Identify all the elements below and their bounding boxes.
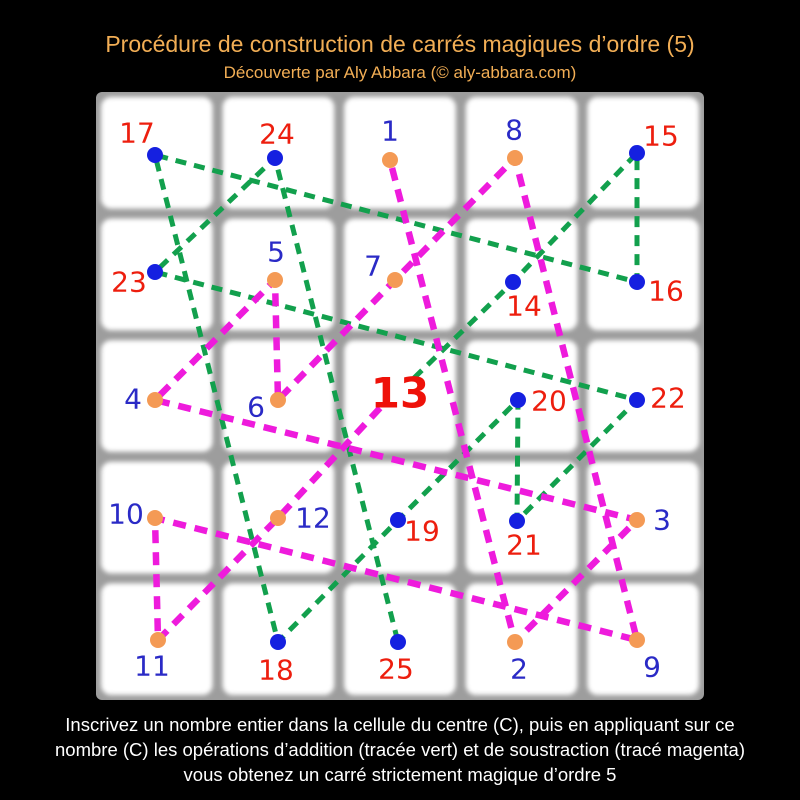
node-dot-14: [505, 274, 521, 290]
title-block: Procédure de construction de carrés magi…: [0, 31, 800, 83]
node-label-20: 20: [531, 385, 567, 418]
node-label-18: 18: [258, 654, 294, 687]
grid-cell: [344, 97, 456, 209]
node-label-15: 15: [643, 120, 679, 153]
node-dot-6: [270, 392, 286, 408]
node-label-4: 4: [124, 383, 142, 416]
node-dot-21: [509, 513, 525, 529]
node-dot-3: [629, 512, 645, 528]
node-dot-18: [270, 634, 286, 650]
node-dot-19: [390, 512, 406, 528]
node-dot-15: [629, 145, 645, 161]
node-label-19: 19: [404, 515, 440, 548]
node-label-1: 1: [381, 115, 399, 148]
node-dot-7: [387, 272, 403, 288]
footer-line-3: vous obtenez un carré strictement magiqu…: [183, 764, 617, 785]
node-dot-16: [629, 274, 645, 290]
node-dot-23: [147, 264, 163, 280]
node-label-10: 10: [108, 498, 144, 531]
node-label-14: 14: [506, 290, 542, 323]
node-dot-1: [382, 152, 398, 168]
number-dots: [147, 145, 645, 650]
node-label-22: 22: [650, 382, 686, 415]
node-label-5: 5: [267, 236, 285, 269]
node-label-3: 3: [653, 504, 671, 537]
node-label-17: 17: [119, 117, 155, 150]
node-label-23: 23: [111, 266, 147, 299]
page-subtitle: Découverte par Aly Abbara (© aly-abbara.…: [223, 63, 577, 82]
grid-cell: [344, 340, 456, 452]
page-title: Procédure de construction de carrés magi…: [105, 31, 695, 57]
node-label-25: 25: [378, 653, 414, 686]
node-label-9: 9: [643, 651, 661, 684]
center-value: 13: [371, 369, 429, 418]
node-label-2: 2: [510, 653, 528, 686]
node-dot-24: [267, 150, 283, 166]
node-dot-22: [629, 392, 645, 408]
node-dot-25: [390, 634, 406, 650]
node-label-24: 24: [259, 118, 295, 151]
node-dot-2: [507, 634, 523, 650]
node-dot-5: [267, 272, 283, 288]
footer-line-2: nombre (C) les opérations d’addition (tr…: [55, 739, 745, 760]
grid-cell: [587, 218, 699, 331]
node-dot-20: [510, 392, 526, 408]
footer-caption: Inscrivez un nombre entier dans la cellu…: [0, 712, 800, 787]
node-label-21: 21: [506, 529, 542, 562]
grid-cell: [465, 97, 578, 209]
node-label-16: 16: [648, 275, 684, 308]
node-label-7: 7: [364, 250, 382, 283]
node-dot-8: [507, 150, 523, 166]
node-dot-9: [629, 632, 645, 648]
node-label-8: 8: [505, 114, 523, 147]
node-dot-10: [147, 510, 163, 526]
node-label-6: 6: [247, 391, 265, 424]
node-dot-17: [147, 147, 163, 163]
node-label-11: 11: [134, 650, 170, 683]
grid-cells: [101, 97, 699, 695]
node-dot-4: [147, 392, 163, 408]
footer-line-1: Inscrivez un nombre entier dans la cellu…: [65, 714, 735, 735]
node-dot-11: [150, 632, 166, 648]
node-dot-12: [270, 510, 286, 526]
node-label-12: 12: [295, 502, 331, 535]
